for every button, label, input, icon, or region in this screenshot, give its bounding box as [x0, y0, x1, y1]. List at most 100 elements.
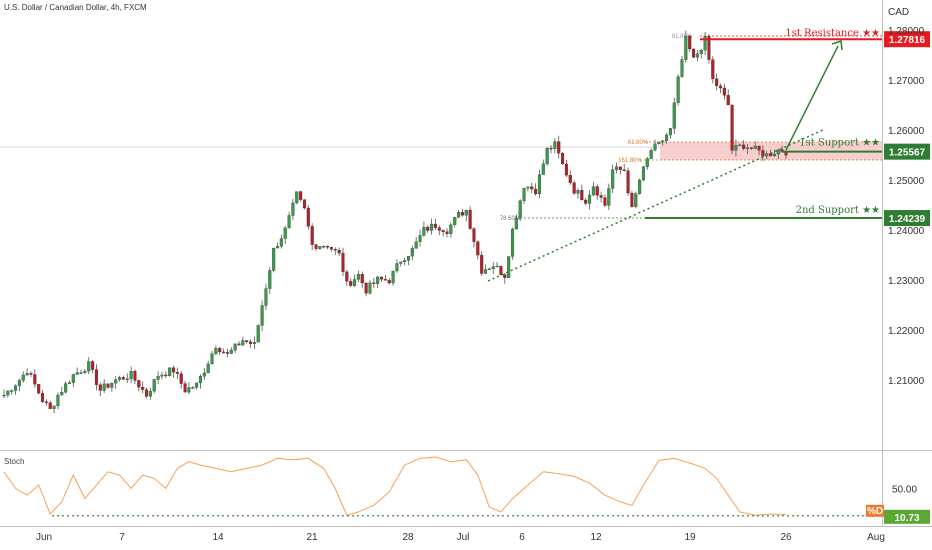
candle-body: [79, 372, 83, 374]
candle-body: [437, 227, 441, 231]
candle-body: [769, 153, 773, 157]
candles: [2, 30, 788, 414]
time-tick: 21: [306, 532, 318, 543]
arrow-shaft: [785, 45, 839, 151]
fib-label: 61.80%: [672, 34, 693, 40]
chart-title: U.S. Dollar / Canadian Dollar, 4h, FXCM: [4, 3, 147, 12]
candle-body: [688, 35, 692, 50]
trendline: [487, 128, 826, 282]
candle-body: [114, 379, 118, 384]
candle-body: [67, 382, 72, 384]
level-price-text: 1.24239: [889, 214, 926, 225]
candle-body: [699, 49, 703, 54]
candle-body: [17, 380, 21, 386]
candle-body: [102, 383, 106, 391]
candle-body: [322, 245, 326, 248]
time-tick: Jul: [457, 532, 470, 543]
support-zone: 61.80% 61.80% 161.80% 78.60%: [500, 34, 882, 222]
candle-body: [618, 166, 622, 170]
candle-body: [564, 163, 568, 176]
candle-body: [503, 274, 507, 278]
candle-body: [179, 373, 183, 384]
candle-body: [599, 195, 603, 198]
price-tick: 1.24000: [888, 226, 925, 237]
price-tick: 1.22000: [888, 326, 925, 337]
price-tick: 1.27000: [888, 76, 925, 87]
candle-body: [183, 383, 187, 393]
candle-body: [622, 169, 626, 171]
candle-body: [248, 341, 253, 344]
candle-body: [21, 374, 25, 381]
candle-body: [71, 374, 75, 383]
candle-body: [483, 269, 488, 274]
candle-body: [94, 369, 99, 385]
candle-body: [326, 245, 330, 248]
candle-body: [264, 288, 268, 306]
candle-body: [645, 158, 649, 167]
candle-body: [499, 265, 503, 275]
candle-body: [164, 374, 168, 377]
candle-body: [233, 343, 237, 351]
candle-body: [383, 279, 387, 281]
candle-body: [287, 215, 291, 229]
candle-body: [765, 153, 769, 157]
candle-body: [422, 226, 426, 236]
candle-body: [749, 147, 753, 149]
candle-body: [487, 268, 491, 270]
stoch-value-tag: [884, 509, 930, 524]
candle-body: [399, 261, 403, 264]
candle-body: [98, 384, 102, 391]
candle-body: [703, 36, 707, 51]
candle-body: [468, 209, 472, 229]
candle-body: [734, 145, 738, 151]
candle-body: [672, 102, 676, 129]
candle-body: [295, 191, 299, 204]
candle-body: [2, 394, 6, 397]
candle-body: [318, 246, 322, 249]
candle-body: [75, 372, 79, 375]
candle-body: [133, 370, 137, 381]
candle-body: [549, 147, 553, 150]
candle-body: [661, 140, 665, 143]
candle-body: [125, 378, 129, 381]
candle-body: [198, 376, 203, 384]
candle-body: [156, 376, 160, 380]
candle-body: [584, 199, 588, 204]
candle-body: [353, 279, 357, 286]
candle-body: [603, 197, 607, 206]
candle-body: [472, 228, 476, 242]
candle-body: [137, 380, 141, 388]
stoch-series-tag-text: %D: [867, 506, 883, 517]
candle-body: [522, 187, 526, 201]
candle-body: [426, 226, 430, 231]
candle-body: [576, 190, 580, 194]
candle-body: [175, 371, 179, 374]
candle-body: [761, 150, 765, 157]
arrow-head: [831, 39, 843, 51]
candle-body: [568, 175, 572, 183]
candle-body: [141, 386, 145, 390]
candle-body: [272, 247, 276, 271]
candle-body: [607, 188, 611, 206]
candle-body: [349, 281, 353, 286]
candle-body: [518, 200, 522, 219]
level-label: 2nd Support ★★: [796, 205, 880, 216]
candle-body: [356, 274, 360, 280]
candle-body: [753, 145, 757, 149]
candle-body: [337, 250, 341, 254]
time-tick: 26: [780, 532, 792, 543]
candle-body: [665, 134, 669, 141]
level-label: 1st Resistance ★★: [785, 28, 880, 39]
candle-body: [757, 145, 761, 151]
candle-body: [726, 95, 730, 106]
candle-body: [302, 199, 307, 209]
candle-body: [772, 153, 776, 157]
candle-body: [614, 166, 619, 170]
time-tick: 12: [590, 532, 602, 543]
candle-body: [557, 141, 561, 154]
candle-body: [391, 270, 395, 284]
stoch-d-line: [3, 456, 787, 516]
chart-grid: [0, 0, 932, 527]
fib-label: 161.80%: [618, 158, 642, 164]
